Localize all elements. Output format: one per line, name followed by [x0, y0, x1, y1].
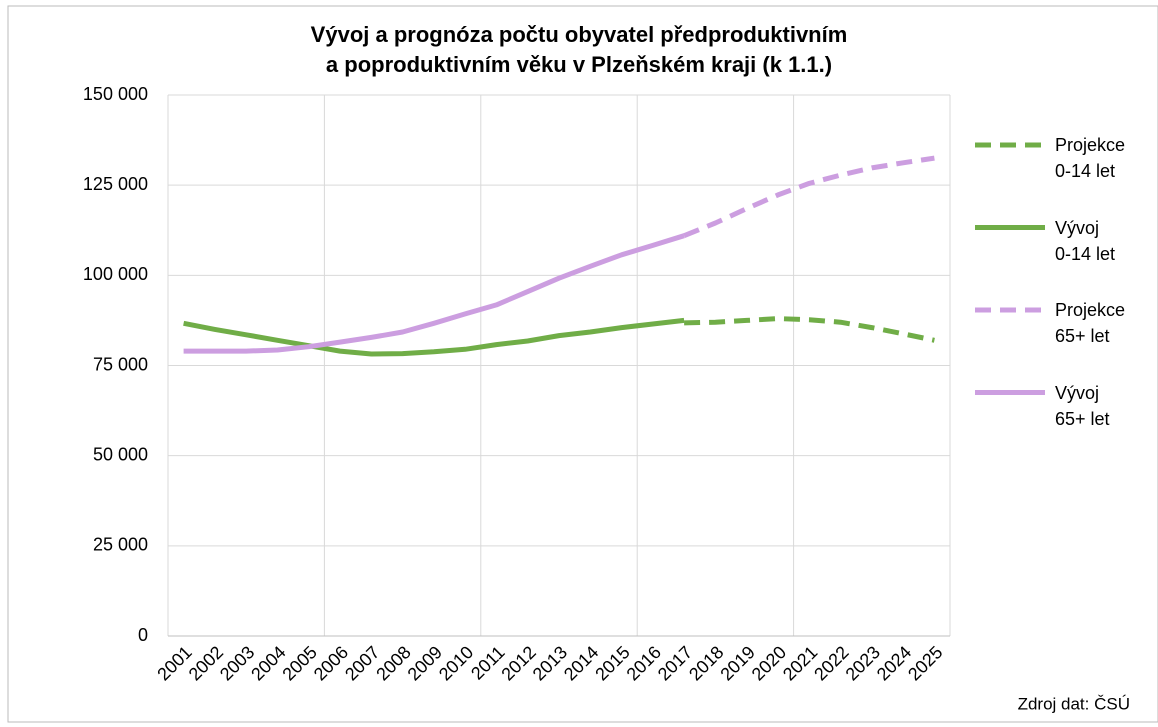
x-tick-label: 2017	[654, 642, 696, 684]
x-tick-label: 2020	[748, 642, 790, 684]
x-tick-label: 2021	[779, 642, 821, 684]
legend-label: Projekce 65+ let	[1055, 300, 1126, 346]
y-tick-label: 75 000	[93, 354, 148, 374]
y-tick-label: 100 000	[83, 264, 148, 284]
x-tick-label: 2024	[873, 642, 915, 684]
legend-label: Projekce 0-14 let	[1055, 135, 1126, 181]
x-tick-label: 2019	[716, 642, 758, 684]
x-tick-label: 2006	[310, 642, 352, 684]
chart-title: Vývoj a prognóza počtu obyvatel předprod…	[310, 22, 848, 77]
x-tick-label: 2004	[247, 642, 289, 684]
x-tick-label: 2003	[216, 642, 258, 684]
x-tick-label: 2016	[623, 642, 665, 684]
y-tick-label: 25 000	[93, 535, 148, 555]
x-tick-label: 2025	[904, 642, 946, 684]
x-tick-label: 2002	[185, 642, 227, 684]
x-tick-label: 2012	[497, 642, 539, 684]
x-tick-label: 2023	[842, 642, 884, 684]
line-series	[183, 233, 685, 354]
legend-label: Vývoj 0-14 let	[1055, 217, 1116, 264]
y-tick-label: 0	[138, 625, 148, 645]
x-tick-label: 2009	[404, 642, 446, 684]
x-tick-label: 2001	[153, 642, 195, 684]
x-tick-label: 2018	[685, 642, 727, 684]
y-tick-label: 125 000	[83, 174, 148, 194]
x-tick-label: 2008	[372, 642, 414, 684]
line-series	[684, 316, 935, 343]
source: Zdroj dat: ČSÚ	[1018, 694, 1130, 713]
line-series	[683, 155, 935, 239]
y-tick-label: 150 000	[83, 84, 148, 104]
x-tick-label: 2005	[278, 642, 320, 684]
legend-label: Vývoj 65+ let	[1055, 382, 1110, 429]
x-tick-label: 2013	[529, 642, 571, 684]
x-tick-label: 2014	[560, 642, 602, 684]
x-tick-label: 2011	[467, 642, 509, 684]
chart-frame	[7, 5, 1158, 723]
x-tick-label: 2010	[435, 642, 477, 684]
line-series	[183, 317, 685, 357]
x-tick-label: 2007	[341, 642, 383, 684]
x-tick-label: 2015	[591, 642, 633, 684]
x-tick-label: 2022	[810, 642, 852, 684]
y-tick-label: 50 000	[93, 444, 148, 464]
